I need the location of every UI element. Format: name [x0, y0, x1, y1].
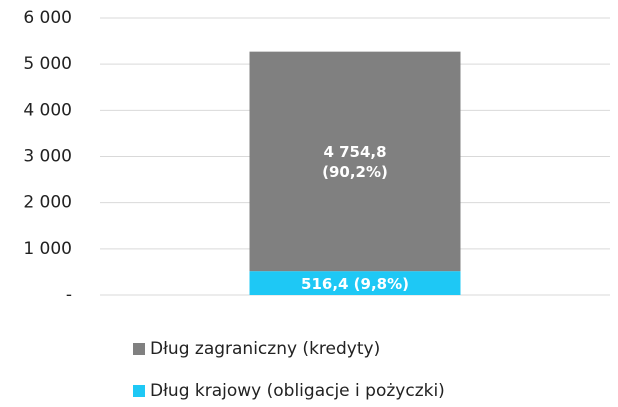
- y-tick-label: 2 000: [23, 193, 72, 213]
- y-tick-label: 3 000: [23, 147, 72, 167]
- legend-label: Dług krajowy (obligacje i pożyczki): [150, 381, 445, 401]
- y-tick-label: -: [66, 285, 72, 305]
- value-label: 4 754,8 (90,2%): [322, 143, 388, 182]
- bar-segment: [249, 271, 461, 295]
- legend-swatch: [133, 343, 145, 355]
- value-label: 516,4 (9,8%): [301, 275, 409, 294]
- y-tick-label: 5 000: [23, 54, 72, 74]
- y-tick-label: 4 000: [23, 100, 72, 120]
- legend-swatch: [133, 385, 145, 397]
- bar-segment: [249, 51, 461, 272]
- legend-label: Dług zagraniczny (kredyty): [150, 339, 380, 359]
- y-tick-label: 6 000: [23, 8, 72, 28]
- y-tick-label: 1 000: [23, 239, 72, 259]
